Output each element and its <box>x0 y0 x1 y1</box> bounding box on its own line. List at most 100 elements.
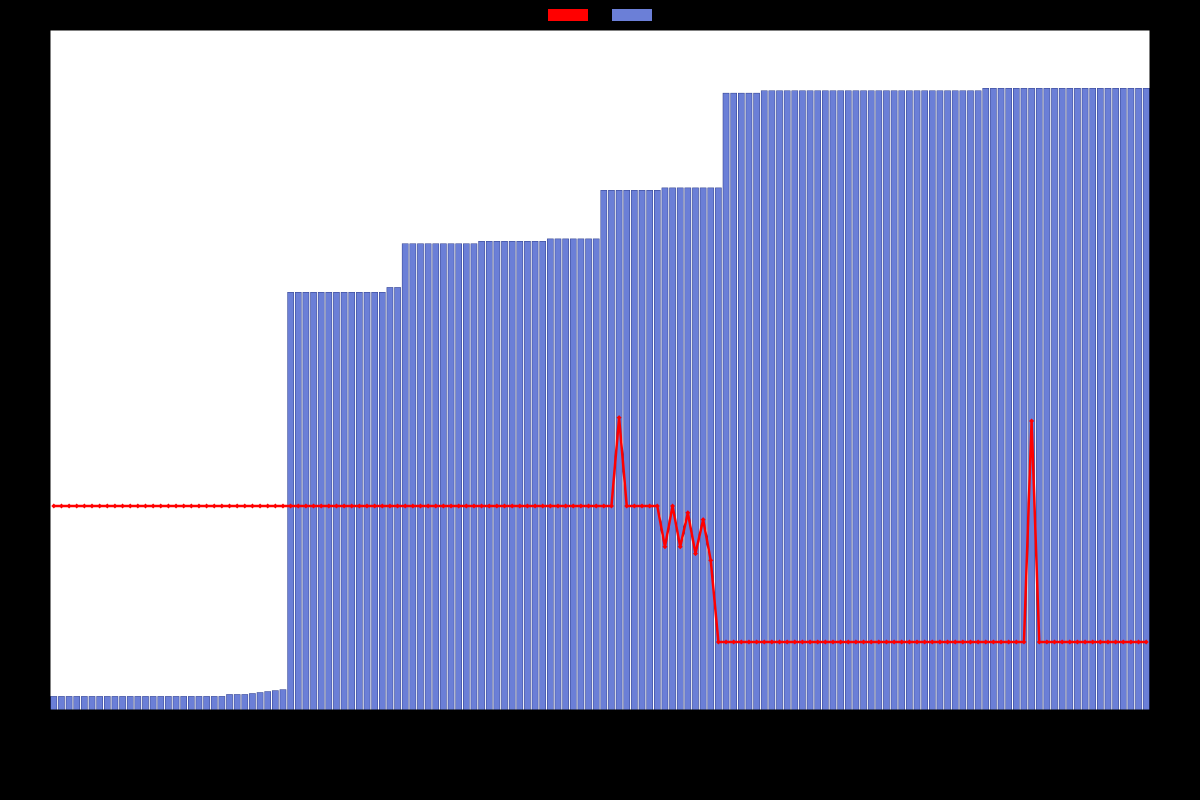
bar <box>746 93 752 710</box>
bar <box>815 91 821 710</box>
bar <box>1067 88 1073 710</box>
line-marker <box>105 504 110 509</box>
bar <box>395 287 401 710</box>
bar <box>402 244 408 710</box>
bar <box>883 91 889 710</box>
bar <box>158 696 164 710</box>
line-marker <box>90 504 95 509</box>
bar <box>463 244 469 710</box>
line-marker <box>227 504 232 509</box>
bar <box>807 91 813 710</box>
bar <box>448 244 454 710</box>
y-left-tick-label: 80 <box>6 432 46 444</box>
bar <box>150 696 156 710</box>
legend-item-line <box>548 6 588 24</box>
bar <box>876 91 882 710</box>
bar <box>486 241 492 710</box>
bar <box>624 190 630 710</box>
line-marker <box>67 504 72 509</box>
bar <box>547 239 553 710</box>
bar <box>1006 88 1012 710</box>
bar <box>524 241 530 710</box>
line-marker <box>143 504 148 509</box>
bar <box>219 696 225 710</box>
bar <box>585 239 591 710</box>
bar <box>417 244 423 710</box>
y-right-tick-label: 600 <box>1154 413 1194 425</box>
line-marker <box>151 504 156 509</box>
y-left-tick-label: 140 <box>6 228 46 240</box>
line-marker <box>273 504 278 509</box>
bar <box>1044 88 1050 710</box>
chart-container <box>50 30 1150 710</box>
bar <box>891 91 897 710</box>
bar <box>983 88 989 710</box>
bar <box>242 694 248 710</box>
bar <box>372 292 378 710</box>
bar <box>188 696 194 710</box>
bar <box>1013 88 1019 710</box>
bar <box>89 696 95 710</box>
y-left-tick-label: 20 <box>6 636 46 648</box>
bar <box>295 292 301 710</box>
bar <box>967 91 973 710</box>
bar <box>769 91 775 710</box>
line-marker <box>242 504 247 509</box>
bar <box>738 93 744 710</box>
bar <box>517 241 523 710</box>
y-right-tick-label: 800 <box>1154 315 1194 327</box>
bar <box>761 91 767 710</box>
bar <box>860 91 866 710</box>
y-left-tick-label: 180 <box>6 92 46 104</box>
y-left-tick-label: 160 <box>6 160 46 172</box>
bar <box>74 696 80 710</box>
bar <box>899 91 905 710</box>
line-series <box>54 418 1146 642</box>
bar <box>364 292 370 710</box>
bar <box>784 91 790 710</box>
bar <box>914 91 920 710</box>
bar <box>97 696 103 710</box>
bar <box>685 188 691 710</box>
bar <box>387 287 393 710</box>
bar <box>341 292 347 710</box>
bar <box>303 292 309 710</box>
y-right-tick-label: 1200 <box>1154 121 1194 133</box>
line-marker <box>97 504 102 509</box>
bar <box>906 91 912 710</box>
bar <box>280 690 286 710</box>
line-marker <box>265 504 270 509</box>
bar <box>563 239 569 710</box>
bar <box>135 696 141 710</box>
bar <box>754 93 760 710</box>
line-marker <box>181 504 186 509</box>
line-marker <box>166 504 171 509</box>
line-marker <box>128 504 133 509</box>
y-left-tick-label: 200 <box>6 24 46 36</box>
line-marker <box>135 504 140 509</box>
bar <box>654 190 660 710</box>
bar <box>66 696 72 710</box>
line-marker <box>196 504 201 509</box>
bar <box>555 239 561 710</box>
bar <box>501 241 507 710</box>
line-marker <box>219 504 224 509</box>
y-left-tick-label: 0 <box>6 704 46 716</box>
bar <box>120 696 126 710</box>
bar <box>700 188 706 710</box>
bar <box>838 91 844 710</box>
bar <box>952 91 958 710</box>
bar <box>326 292 332 710</box>
bar <box>670 188 676 710</box>
bar <box>58 696 64 710</box>
bar <box>776 91 782 710</box>
bar <box>51 696 57 710</box>
line-marker <box>158 504 163 509</box>
bar <box>494 241 500 710</box>
bar <box>723 93 729 710</box>
y-right-tick-label: 1000 <box>1154 218 1194 230</box>
bar <box>226 694 232 710</box>
line-marker <box>120 504 125 509</box>
bar <box>639 190 645 710</box>
line-marker <box>258 504 263 509</box>
